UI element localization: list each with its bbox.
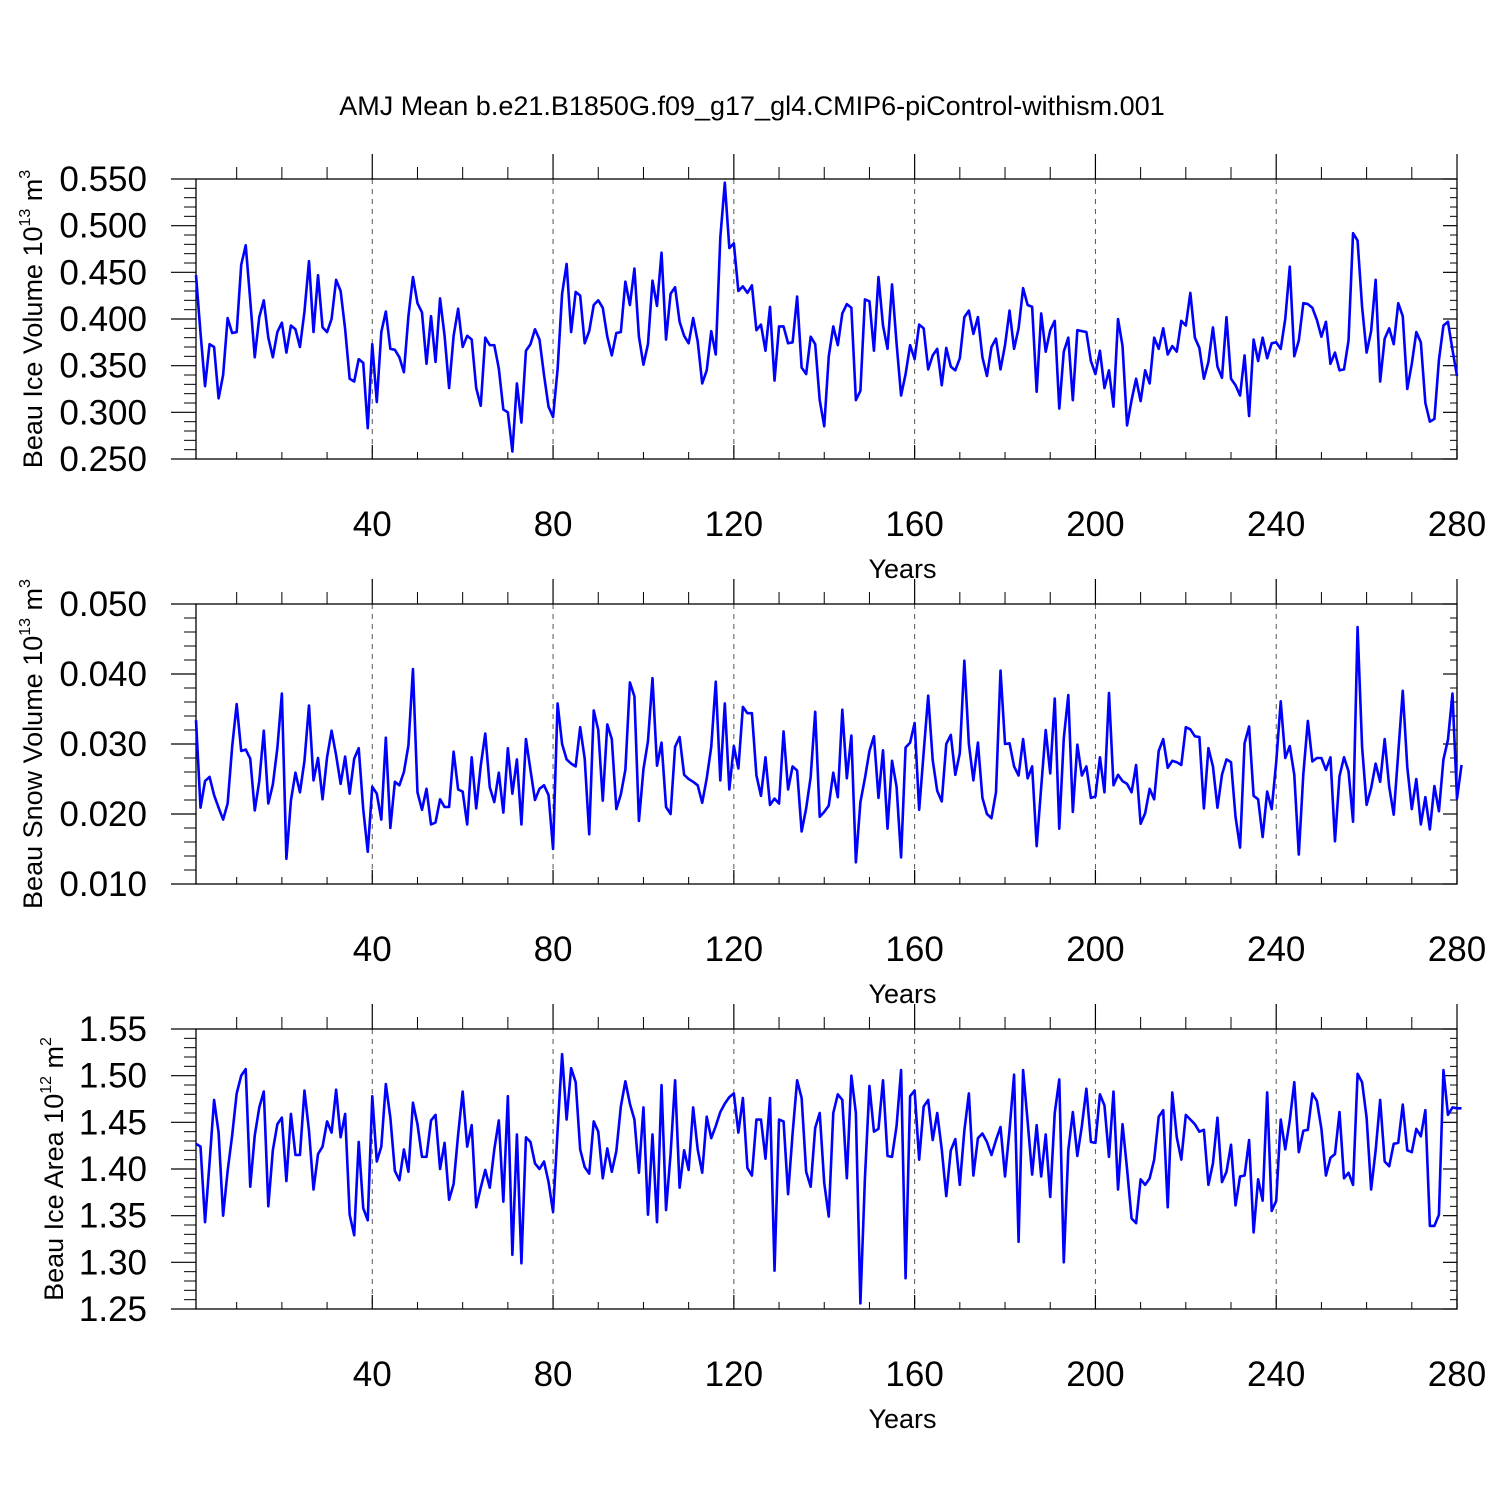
y-axis-label: Beau Snow Volume 1013 m3	[17, 579, 48, 909]
series-line	[194, 181, 1459, 453]
x-tick-label: 200	[1066, 930, 1124, 969]
x-axis-label: Years	[868, 979, 936, 1009]
x-tick-label: 40	[353, 505, 392, 544]
x-tick-label: 280	[1428, 930, 1486, 969]
y-tick-label: 0.030	[59, 725, 147, 764]
x-tick-label: 80	[534, 1355, 573, 1394]
y-tick-label: 1.25	[79, 1290, 147, 1329]
x-tick-label: 280	[1428, 505, 1486, 544]
y-tick-label: 1.35	[79, 1197, 147, 1236]
chart-title: AMJ Mean b.e21.B1850G.f09_g17_gl4.CMIP6-…	[339, 91, 1164, 121]
y-tick-label: 0.010	[59, 865, 147, 904]
x-tick-label: 160	[885, 505, 943, 544]
x-axis-label: Years	[868, 1404, 936, 1434]
y-tick-label: 0.040	[59, 655, 147, 694]
y-tick-label: 1.55	[79, 1010, 147, 1049]
x-tick-label: 80	[534, 930, 573, 969]
y-tick-label: 1.40	[79, 1150, 147, 1189]
plot-frame	[195, 1028, 1458, 1310]
x-tick-label: 40	[353, 930, 392, 969]
series-line	[194, 625, 1463, 864]
y-tick-label: 1.45	[79, 1103, 147, 1142]
y-tick-label: 0.400	[59, 300, 147, 339]
x-tick-label: 280	[1428, 1355, 1486, 1394]
series-line	[195, 1052, 1462, 1305]
y-tick-label: 0.350	[59, 347, 147, 386]
x-tick-label: 120	[705, 930, 763, 969]
y-tick-label: 1.50	[79, 1057, 147, 1096]
panel-3: 1.25 1.30 1.35 1.40 1.45 1.50 1.55 40 80 120 160 20…	[38, 1004, 1486, 1434]
panel-1: 0.250 0.300 0.350 0.400 0.450 0.500 0.550 40 80 1…	[17, 154, 1486, 584]
x-tick-label: 160	[885, 930, 943, 969]
y-tick-label: 0.020	[59, 795, 147, 834]
y-tick-label: 0.250	[59, 440, 147, 479]
x-tick-label: 120	[705, 505, 763, 544]
x-axis-label: Years	[868, 554, 936, 584]
x-tick-label: 240	[1247, 505, 1305, 544]
y-tick-label: 0.050	[59, 585, 147, 624]
x-tick-label: 240	[1247, 930, 1305, 969]
y-tick-label: 0.500	[59, 207, 147, 246]
y-tick-label: 1.30	[79, 1243, 147, 1282]
x-tick-label: 200	[1066, 505, 1124, 544]
y-axis-label: Beau Ice Volume 1013 m3	[17, 170, 48, 468]
y-tick-label: 0.450	[59, 253, 147, 292]
x-tick-label: 120	[705, 1355, 763, 1394]
y-tick-label: 0.550	[59, 160, 147, 199]
x-tick-label: 240	[1247, 1355, 1305, 1394]
x-tick-label: 200	[1066, 1355, 1124, 1394]
panel-2: 0.010 0.020 0.030 0.040 0.050 40 80 120 160 200 24…	[17, 579, 1486, 1009]
x-tick-label: 40	[353, 1355, 392, 1394]
x-tick-label: 160	[885, 1355, 943, 1394]
x-tick-label: 80	[534, 505, 573, 544]
y-axis-label: Beau Ice Area 1012 m2	[38, 1037, 69, 1301]
y-tick-label: 0.300	[59, 393, 147, 432]
